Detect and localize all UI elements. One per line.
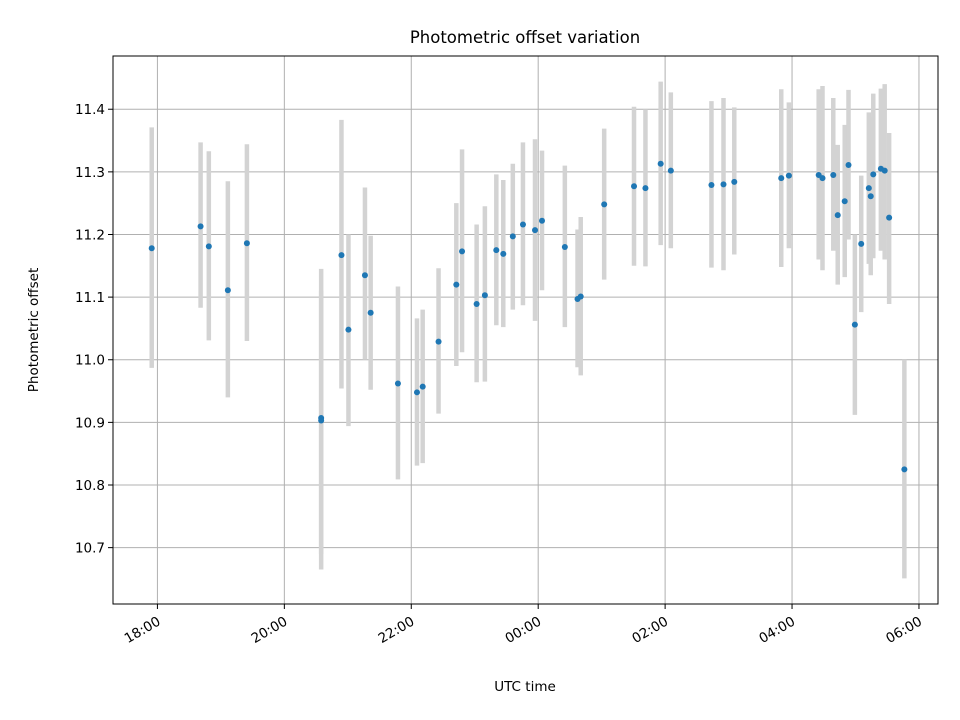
data-point — [870, 171, 877, 178]
data-point — [453, 281, 460, 288]
y-axis-ticks: 10.7 10.8 10.9 11.0 11.1 11.2 11.3 11.4 — [75, 102, 113, 557]
x-axis-label: UTC time — [494, 679, 556, 695]
data-point — [500, 250, 507, 257]
y-tick-label: 11.0 — [75, 353, 105, 369]
data-point — [577, 293, 584, 300]
chart-title: Photometric offset variation — [410, 28, 640, 47]
data-point — [731, 178, 738, 185]
data-point — [858, 240, 865, 247]
x-axis-ticks: 18:00 20:00 22:00 00:00 02:00 04:00 06:00 — [122, 604, 925, 647]
data-point — [819, 175, 826, 182]
data-point — [205, 243, 212, 250]
data-point — [667, 167, 674, 174]
data-point — [481, 292, 488, 299]
data-point — [318, 417, 325, 424]
data-points — [148, 160, 908, 473]
data-point — [901, 466, 908, 473]
data-point — [435, 338, 442, 345]
y-tick-label: 11.2 — [75, 227, 105, 243]
data-point — [493, 247, 500, 254]
data-point — [785, 172, 792, 179]
error-bars — [149, 81, 907, 579]
data-point — [224, 287, 231, 294]
y-axis-label: Photometric offset — [26, 268, 42, 392]
data-point — [642, 185, 649, 192]
y-tick-label: 10.8 — [75, 478, 105, 494]
x-tick-label: 22:00 — [376, 614, 418, 647]
x-tick-label: 02:00 — [629, 614, 671, 647]
data-point — [419, 383, 426, 390]
data-point — [473, 301, 480, 308]
data-point — [881, 167, 888, 174]
data-point — [657, 160, 664, 167]
data-point — [532, 227, 539, 234]
grid-lines — [113, 56, 938, 604]
x-tick-label: 00:00 — [502, 614, 544, 647]
data-point — [720, 181, 727, 188]
data-point — [830, 171, 837, 178]
data-point — [867, 193, 874, 200]
data-point — [367, 309, 374, 316]
plot-frame — [112, 55, 939, 605]
data-point — [865, 185, 872, 192]
data-point — [601, 201, 608, 208]
data-point — [148, 245, 155, 252]
data-point — [841, 198, 848, 205]
y-tick-label: 10.9 — [75, 415, 105, 431]
x-tick-label: 20:00 — [249, 614, 291, 647]
x-tick-label: 06:00 — [883, 614, 925, 647]
data-point — [539, 217, 545, 224]
data-point — [886, 214, 893, 221]
data-point — [459, 248, 466, 255]
x-tick-label: 04:00 — [756, 614, 798, 647]
x-tick-label: 18:00 — [122, 614, 164, 647]
y-tick-label: 11.3 — [75, 165, 105, 181]
data-point — [708, 182, 715, 189]
data-point — [243, 240, 250, 247]
data-point — [778, 175, 785, 182]
data-point — [394, 380, 401, 387]
data-point — [413, 389, 420, 396]
data-point — [361, 272, 368, 279]
y-tick-label: 10.7 — [75, 541, 105, 557]
data-point — [851, 321, 858, 328]
data-point — [197, 223, 204, 230]
data-point — [345, 326, 352, 333]
data-point — [561, 244, 568, 251]
data-point — [845, 161, 852, 168]
y-tick-label: 11.4 — [75, 102, 105, 118]
y-tick-label: 11.1 — [75, 290, 105, 306]
data-point — [519, 221, 526, 228]
data-point — [834, 212, 841, 219]
plot-area — [112, 55, 939, 605]
data-point — [631, 183, 638, 190]
data-point — [509, 233, 516, 240]
data-point — [338, 252, 345, 259]
